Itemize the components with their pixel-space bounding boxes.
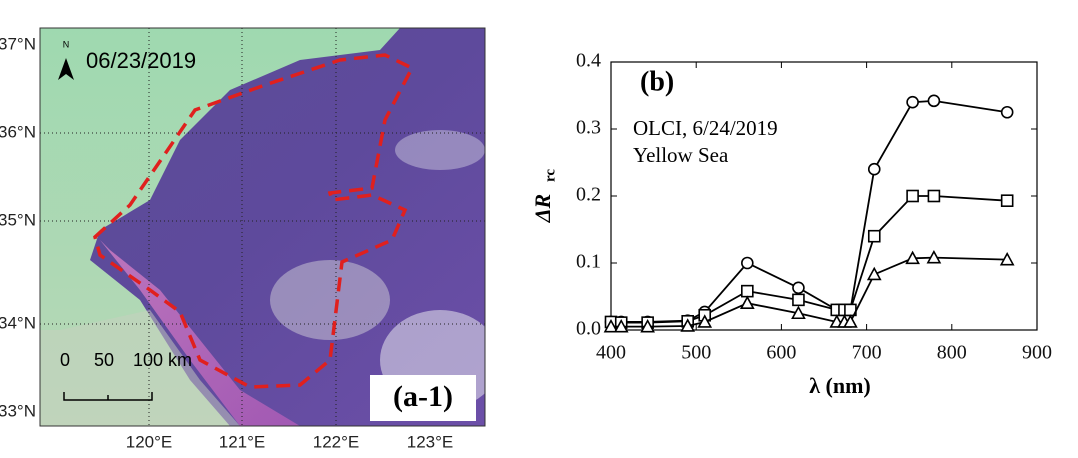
x-tick-label: 800 [937,342,967,364]
point [792,281,805,295]
annotation: OLCI, 6/24/2019 [633,116,778,140]
lat-label: 34°N [0,313,36,332]
point [603,318,619,333]
x-tick-label: 700 [852,342,882,364]
scale-label: 50 [94,350,114,370]
y-tick-label: 0.2 [576,184,601,206]
lon-label: 121°E [219,432,266,451]
series-line [610,195,1008,324]
panel-label-box [370,375,476,421]
scale-label: 0 [60,350,70,370]
y-tick-label: 0.4 [576,50,601,72]
point [926,249,942,264]
x-tick-label: 900 [1022,342,1052,364]
point [1000,194,1014,207]
point [792,293,805,307]
point [741,284,754,298]
point [1000,105,1014,119]
point [905,250,920,265]
panel-label: (a-1) [393,380,453,413]
x-tick-label: 400 [596,342,626,364]
plot-frame [610,61,1038,331]
line-chart: (b) OLCI, 6/24/2019 Yellow Sea λ (nm) ΔR… [530,50,1052,398]
lat-label: 35°N [0,210,36,229]
scale-bar [63,392,153,401]
point [843,314,858,328]
y-axis-title-sub: rc [542,169,558,182]
point [697,314,713,328]
x-tick-label: 600 [766,342,796,364]
annotation: Yellow Sea [633,143,729,167]
point [906,95,919,109]
series-line [611,256,1008,328]
lon-label: 120°E [126,432,173,451]
point [867,229,881,243]
point [791,305,806,320]
y-axis-title: ΔR rc [530,169,558,224]
point [866,266,882,281]
x-axis-title: λ (nm) [809,373,871,398]
north-arrow [58,58,74,80]
bloom-region [93,53,415,389]
lat-label: 33°N [0,401,36,420]
point [927,94,941,108]
point [640,318,655,333]
x-tick-label: 500 [681,342,711,364]
y-tick-label: 0.1 [576,251,601,273]
point [680,318,696,332]
y-tick-label: 0.0 [576,318,601,340]
y-tick-label: 0.3 [576,117,601,139]
satellite-map [40,28,485,426]
point [613,318,629,333]
lon-label: 123°E [407,432,454,451]
lon-label: 122°E [313,432,360,451]
point [867,162,881,176]
lat-label: 37°N [0,34,36,53]
lat-label: 36°N [0,122,36,141]
point [739,295,755,310]
scale-label: 100 km [133,350,192,370]
map-frame [39,27,486,427]
point [906,189,919,203]
y-axis-title-main: ΔR [530,194,555,223]
point [999,251,1015,266]
panel-label: (b) [640,66,674,97]
point [741,256,754,270]
point [927,189,941,203]
north-label: N [63,39,70,49]
map-date: 06/23/2019 [86,48,196,73]
